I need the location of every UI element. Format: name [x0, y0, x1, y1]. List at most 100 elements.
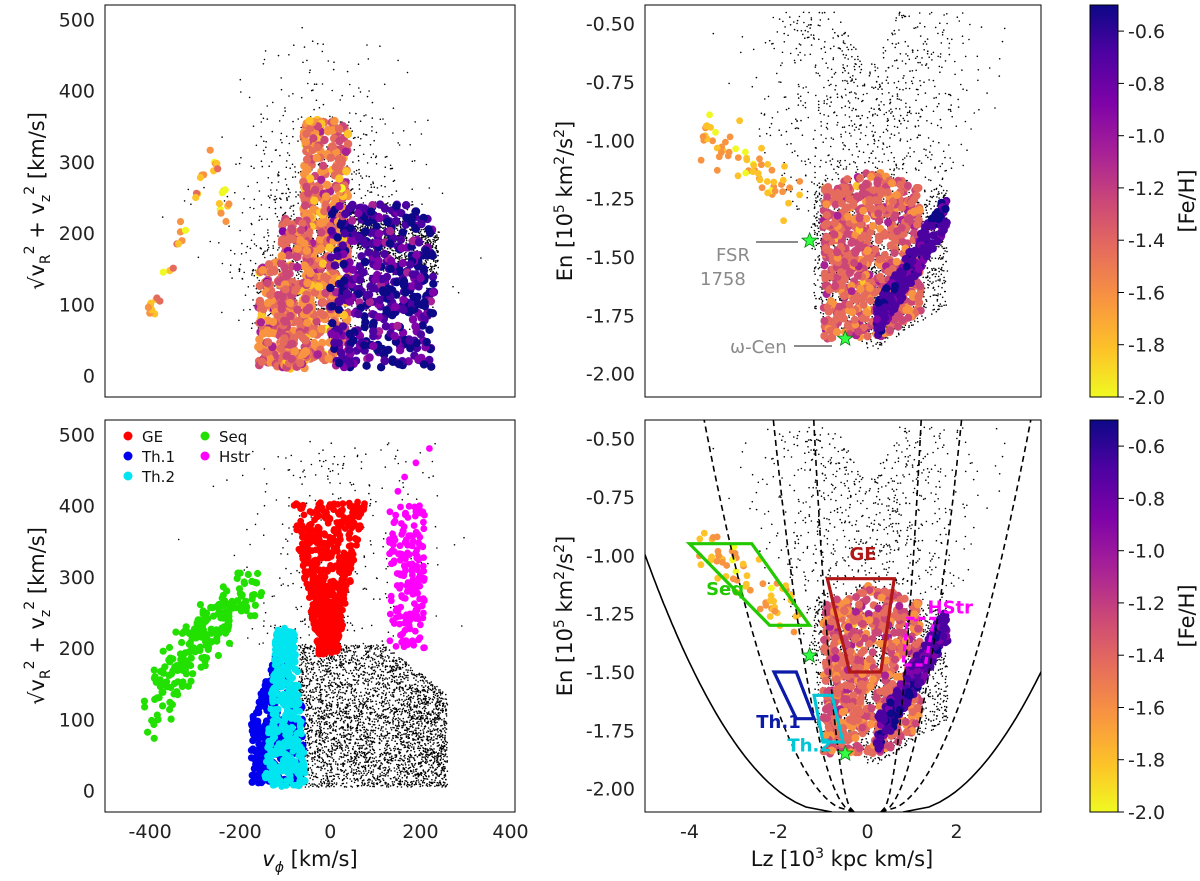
tl-bg-point	[373, 139, 376, 142]
tl-bg-point	[339, 121, 342, 123]
tr-bg-point	[916, 55, 918, 58]
tr-bg-point	[883, 153, 885, 155]
tl-cluster-point-ge	[313, 143, 322, 152]
tl-cluster-point-disk	[339, 260, 348, 269]
tl-cluster-point-disk	[330, 344, 339, 353]
tl-cluster-point-disk	[346, 359, 355, 368]
tr-bg-point	[803, 21, 805, 24]
tl-cluster-point-disk	[425, 325, 434, 334]
tl-bg-point	[266, 118, 269, 120]
tl-bg-point	[359, 229, 362, 231]
tl-bg-point	[286, 199, 289, 201]
tr-bg-point	[824, 179, 826, 181]
tr-bg-point	[827, 79, 830, 82]
tr-bg-point	[878, 104, 880, 106]
tr-bg-point	[844, 57, 846, 59]
tr-bg-point	[893, 125, 896, 128]
tl-bg-point	[353, 215, 356, 218]
tr-bg-point	[857, 55, 859, 58]
tl-bg-point	[297, 194, 300, 196]
tl-bg-point	[329, 115, 331, 118]
tr-bg-point	[957, 98, 959, 101]
tl-bg-point	[405, 255, 408, 257]
tr-bg-point	[903, 119, 906, 122]
tl-bg-point	[254, 262, 257, 265]
tl-bg-point	[350, 188, 353, 191]
tl-bg-point	[382, 270, 385, 272]
tr-bg-point	[881, 82, 883, 84]
tl-cluster-point-disk	[418, 321, 427, 330]
tl-cluster-point-th2	[276, 258, 286, 268]
tr-bg-point	[877, 75, 880, 78]
tl-bg-point	[359, 144, 361, 147]
tl-bg-point	[352, 255, 354, 258]
tr-bg-point	[914, 57, 917, 60]
tr-bg-point	[800, 100, 802, 102]
tl-bg-point	[427, 239, 430, 241]
tl-bg-point	[258, 291, 261, 294]
tr-bg-point	[878, 86, 881, 88]
tr-bg-point	[847, 48, 850, 51]
tl-cluster-point-disk	[334, 297, 343, 306]
tr-bg-point	[842, 41, 845, 44]
tl-bg-point	[315, 83, 318, 85]
tl-bg-point	[430, 268, 432, 270]
tr-bg-point	[856, 166, 858, 168]
tr-bg-point	[898, 132, 900, 134]
tl-bg-point	[281, 141, 283, 144]
tr-bg-point	[929, 151, 931, 153]
tl-bg-point	[357, 227, 359, 230]
tl-bg-point	[267, 235, 270, 237]
tl-bg-point	[268, 313, 271, 316]
tl-bg-point	[414, 234, 417, 237]
tl-bg-point	[428, 268, 431, 271]
tl-cluster-point-ge	[343, 139, 353, 149]
tl-bg-point	[383, 83, 386, 86]
tr-bg-point	[960, 143, 963, 146]
tl-bg-point	[371, 101, 374, 104]
tr-bg-point	[841, 50, 843, 52]
tr-bg-point	[836, 93, 839, 95]
tl-bg-point	[432, 306, 434, 309]
tr-bg-point	[868, 160, 870, 163]
tr-bg-point	[804, 102, 807, 104]
tr-bg-point	[848, 106, 851, 109]
tl-bg-point	[260, 121, 263, 123]
tr-bg-point	[827, 67, 829, 69]
tl-bg-point	[360, 197, 363, 199]
tr-bg-point	[845, 168, 847, 170]
tl-cluster-point-th1	[264, 260, 274, 269]
tl-bg-point	[252, 299, 254, 301]
tl-bg-point	[313, 108, 315, 111]
tr-bg-point	[831, 28, 834, 31]
tl-bg-point	[289, 167, 292, 169]
tl-bg-point	[221, 311, 223, 314]
tr-bg-point	[844, 31, 846, 34]
tr-bg-point	[820, 47, 823, 50]
tl-bg-point	[365, 267, 368, 269]
tl-cluster-point-disk	[376, 363, 386, 372]
tr-bg-point	[781, 51, 784, 54]
tl-bg-point	[405, 239, 408, 242]
tl-bg-point	[411, 232, 414, 234]
tl-bg-point	[253, 207, 255, 210]
tr-bg-point	[903, 75, 905, 77]
tl-seq-point	[169, 264, 177, 272]
tr-bg-point	[847, 100, 850, 102]
tl-cluster-point-disk	[396, 235, 406, 244]
tl-bg-point	[274, 212, 277, 215]
tl-bg-point	[289, 207, 291, 209]
tl-cluster-point-th2	[303, 318, 312, 327]
tl-cluster-point-disk	[413, 292, 422, 302]
tl-bg-point	[358, 172, 361, 174]
tr-bg-point	[740, 51, 742, 54]
tl-cluster-point-th1	[256, 318, 266, 327]
tl-bg-point	[358, 168, 360, 171]
tl-bg-point	[480, 257, 482, 259]
tr-bg-point	[863, 84, 866, 87]
tl-bg-point	[294, 166, 296, 168]
tl-bg-point	[262, 63, 265, 65]
tr-bg-point	[814, 176, 816, 179]
tr-bg-point	[833, 11, 835, 14]
